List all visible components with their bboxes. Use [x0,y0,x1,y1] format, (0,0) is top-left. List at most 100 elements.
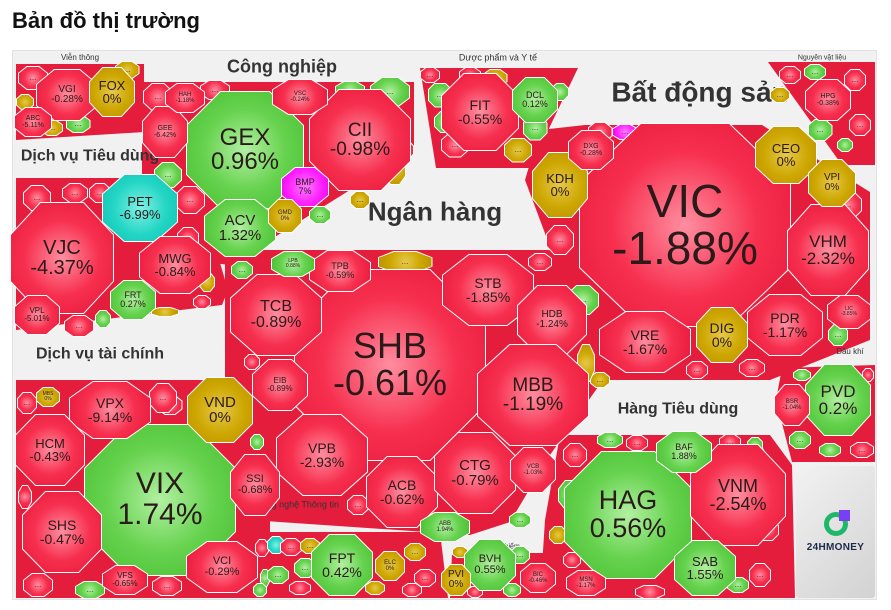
more-tile-inner[interactable]: ... [529,254,551,270]
stock-tile-more[interactable] [819,443,841,457]
stock-tile-fpt[interactable]: FPT 0.42% [311,534,373,596]
stock-tile-more[interactable] [563,552,581,568]
stock-tile-body[interactable]: LIC -3.85% [828,296,870,328]
more-tile-inner[interactable] [17,95,33,109]
stock-tile-body[interactable]: VPX -9.14% [70,382,150,438]
stock-tile-body[interactable]: FOX 0% [90,68,134,116]
more-tile-inner[interactable]: ... [510,513,530,527]
stock-tile-ctg[interactable]: CTG -0.79% [434,432,516,514]
stock-tile-body[interactable]: PET -6.99% [103,175,177,241]
more-tile-inner[interactable] [96,311,110,327]
stock-tile-more[interactable]: ... [770,87,790,103]
stock-tile-body[interactable]: CEO 0% [756,127,816,183]
stock-tile-body[interactable]: CTG -0.79% [435,433,515,513]
stock-tile-body[interactable]: ABB 1.94% [421,513,469,541]
more-tile-inner[interactable]: ... [687,362,707,378]
more-tile-inner[interactable]: ... [63,184,87,202]
stock-tile-abc[interactable]: ABC -5.11% [14,107,52,137]
stock-tile-more[interactable]: ... [404,543,426,561]
stock-tile-more[interactable]: ... [546,225,574,255]
stock-tile-vic[interactable]: VIC -1.88% [579,123,791,327]
stock-tile-more[interactable]: ... [414,569,436,587]
stock-tile-more[interactable]: ... [350,191,370,209]
stock-tile-mbs[interactable]: MBS 0% [36,387,60,407]
stock-tile-more[interactable]: ... [804,64,826,80]
more-tile-inner[interactable] [504,584,520,596]
stock-tile-body[interactable]: VSC -0.24% [273,80,327,114]
stock-tile-more[interactable]: ... [528,253,552,271]
more-tile-inner[interactable]: ... [750,564,770,586]
stock-tile-vsc[interactable]: VSC -0.24% [272,79,328,115]
stock-tile-body[interactable]: VFS -0.65% [103,566,147,594]
stock-tile-body[interactable]: MSN -1.17% [567,571,605,595]
more-tile-inner[interactable]: ... [295,559,315,577]
stock-tile-ceo[interactable]: CEO 0% [755,126,817,184]
stock-tile-more[interactable]: ... [64,315,94,337]
stock-tile-lpb[interactable]: LPB 0.88% [271,251,315,277]
stock-tile-body[interactable]: GEE -6.42% [143,107,187,157]
stock-tile-more[interactable] [244,354,260,370]
sector-label-cong-nghe-thong-tin[interactable]: Công nghệ Thông tin [255,499,339,510]
sector-label-ngan-hang[interactable]: Ngân hàng [367,196,503,227]
sector-label-vien-thong[interactable]: Viễn thông [60,52,100,62]
more-tile-inner[interactable]: ... [780,67,800,83]
more-tile-inner[interactable]: ... [24,574,52,596]
more-tile-inner[interactable] [636,586,664,598]
stock-tile-more[interactable]: ... [597,432,623,448]
stock-tile-body[interactable]: VHM -2.32% [788,205,868,295]
stock-tile-more[interactable]: ... [75,581,105,599]
more-tile-inner[interactable] [254,584,266,596]
more-tile-inner[interactable]: ... [740,360,764,376]
stock-tile-kdh[interactable]: KDH 0% [532,152,588,218]
stock-tile-tcb[interactable]: TCB -0.89% [230,274,322,356]
stock-tile-more[interactable] [289,581,311,595]
stock-tile-more[interactable]: ... [152,576,182,596]
more-tile-inner[interactable] [261,570,269,586]
more-tile-inner[interactable]: ... [829,325,847,345]
stock-tile-vcb[interactable]: VCB -1.03% [510,447,556,493]
more-tile-inner[interactable]: ... [153,577,181,595]
stock-tile-body[interactable]: PDR -1.17% [748,295,822,355]
stock-tile-body[interactable]: VPI 0% [809,160,855,206]
stock-tile-body[interactable]: BAF 1.88% [657,432,711,472]
stock-tile-hpg[interactable]: HPG -0.38% [805,79,851,121]
more-tile-inner[interactable]: ... [232,262,252,278]
stock-tile-body[interactable]: MBB -1.19% [478,345,588,445]
stock-tile-cii[interactable]: CII -0.98% [309,89,411,191]
stock-tile-bmp[interactable]: BMP 7% [281,167,329,207]
stock-tile-more[interactable]: ... [504,137,532,163]
more-tile-inner[interactable]: ... [547,226,573,254]
more-tile-inner[interactable]: ... [808,120,832,140]
stock-tile-more[interactable] [151,307,179,317]
stock-tile-more[interactable]: ... [590,372,610,388]
sector-label-dich-vu-tieu-dung[interactable]: Dịch vụ Tiêu dùng [20,147,160,165]
more-tile-inner[interactable] [256,540,268,556]
stock-tile-more[interactable] [793,369,811,381]
more-tile-inner[interactable] [838,139,852,151]
stock-tile-body[interactable]: CII -0.98% [310,90,410,190]
stock-tile-gee[interactable]: GEE -6.42% [142,106,188,158]
stock-tile-vnd[interactable]: VND 0% [187,377,253,443]
stock-tile-more[interactable]: ... [739,359,765,377]
stock-tile-ssi[interactable]: SSI -0.68% [230,454,280,516]
more-tile-inner[interactable]: ... [598,433,622,447]
more-tile-inner[interactable] [564,553,580,567]
stock-tile-elc[interactable]: ELC 0% [375,551,405,581]
more-tile-inner[interactable] [794,370,810,380]
stock-tile-body[interactable]: ELC 0% [376,552,404,580]
stock-tile-body[interactable]: PVD 0.2% [806,365,870,435]
more-tile-inner[interactable]: ... [176,187,204,213]
stock-tile-more[interactable] [18,485,32,509]
more-tile-inner[interactable] [550,527,566,543]
stock-tile-body[interactable]: BSR -1.04% [775,385,809,425]
stock-tile-body[interactable]: DCL 0.12% [513,78,557,122]
stock-tile-body[interactable]: TCB -0.89% [231,275,321,355]
stock-tile-more[interactable]: ... [789,431,811,449]
stock-tile-more[interactable]: ... [280,538,302,556]
more-tile-inner[interactable]: ... [850,115,870,135]
stock-tile-more[interactable]: ... [844,69,866,91]
more-tile-inner[interactable] [468,587,482,597]
stock-tile-hcm[interactable]: HCM -0.43% [15,414,85,486]
stock-tile-body[interactable]: MBS 0% [37,388,59,406]
stock-tile-vfs[interactable]: VFS -0.65% [102,565,148,595]
